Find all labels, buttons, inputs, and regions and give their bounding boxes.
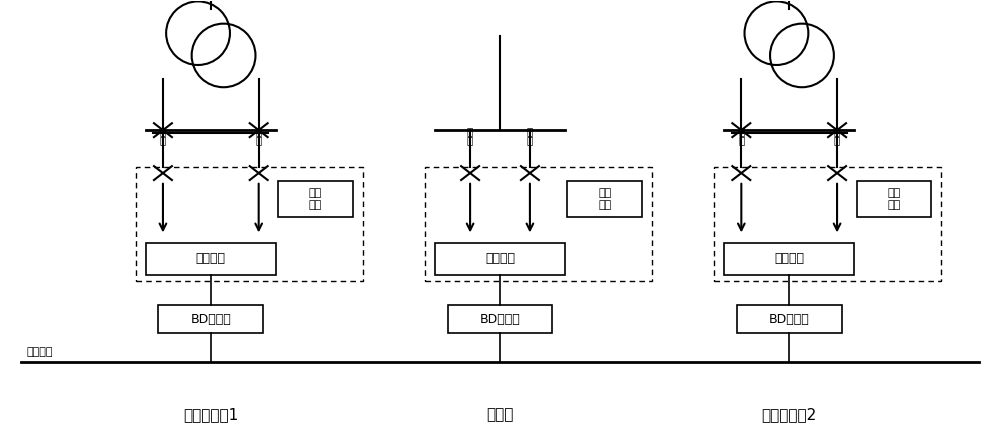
Text: 上
行: 上 行 [467,126,473,145]
Bar [136,167,363,282]
Bar [435,243,565,275]
Text: 上
行: 上 行 [160,126,166,145]
Bar [737,305,842,333]
Text: 故标通道: 故标通道 [26,347,53,357]
Text: 下
行: 下 行 [256,126,262,145]
Bar [158,305,263,333]
Bar [724,243,854,275]
Text: 上
行: 上 行 [738,126,744,145]
Text: 分区所: 分区所 [486,407,514,422]
Text: 测距装置: 测距装置 [196,252,226,265]
Bar [567,181,642,217]
Text: 牵引变电所2: 牵引变电所2 [762,407,817,422]
Text: BD卫星钟: BD卫星钟 [769,312,810,326]
Bar [714,167,941,282]
Text: 数据
采集: 数据 采集 [887,188,901,210]
Text: 下
行: 下 行 [834,126,840,145]
Bar [146,243,276,275]
Text: 下
行: 下 行 [527,126,533,145]
Text: 数据
采集: 数据 采集 [309,188,322,210]
Bar [278,181,353,217]
Text: 牵引变电所1: 牵引变电所1 [183,407,238,422]
Bar [448,305,552,333]
Text: 数据
采集: 数据 采集 [598,188,611,210]
Bar [857,181,931,217]
Text: 测距装置: 测距装置 [774,252,804,265]
Text: BD卫星钟: BD卫星钟 [480,312,520,326]
Text: 测距装置: 测距装置 [485,252,515,265]
Text: BD卫星钟: BD卫星钟 [190,312,231,326]
Bar [425,167,652,282]
